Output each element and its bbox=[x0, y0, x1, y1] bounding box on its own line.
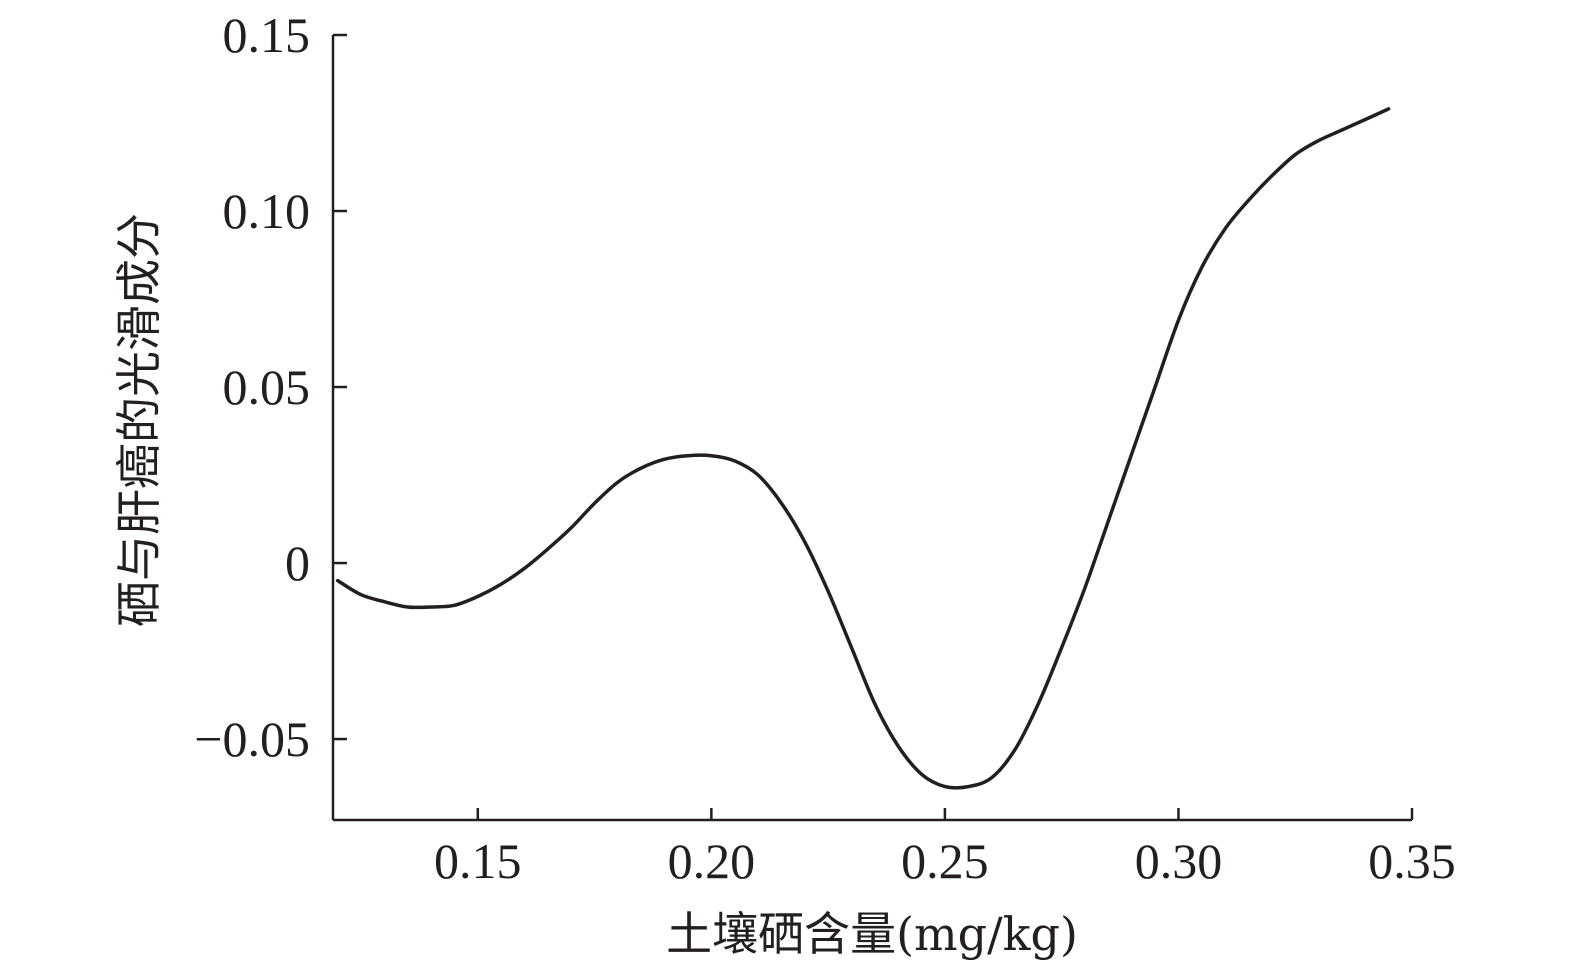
series-line bbox=[335, 107, 1391, 790]
x-tick-label: 0.25 bbox=[901, 833, 989, 889]
x-tick-label: 0.30 bbox=[1135, 833, 1223, 889]
x-tick-label: 0.15 bbox=[434, 833, 522, 889]
x-tick-label: 0.20 bbox=[668, 833, 756, 889]
axes bbox=[331, 35, 1412, 822]
ticks: 0.15 0.20 0.25 0.30 0.35 0.15 0.10 0.05 0 −0.05 bbox=[194, 7, 1455, 889]
x-axis-label: 土壤硒含量(mg/kg) bbox=[666, 907, 1078, 961]
y-axis-label: 硒与肝癌的光滑成分 bbox=[112, 213, 166, 627]
x-tick-label: 0.35 bbox=[1368, 833, 1456, 889]
y-tick-label: 0.10 bbox=[223, 183, 311, 239]
y-tick-label: 0.15 bbox=[223, 7, 311, 63]
series bbox=[335, 107, 1391, 790]
y-tick-label: 0 bbox=[285, 535, 310, 591]
y-tick-label: −0.05 bbox=[194, 711, 310, 767]
y-tick-label: 0.05 bbox=[223, 359, 311, 415]
